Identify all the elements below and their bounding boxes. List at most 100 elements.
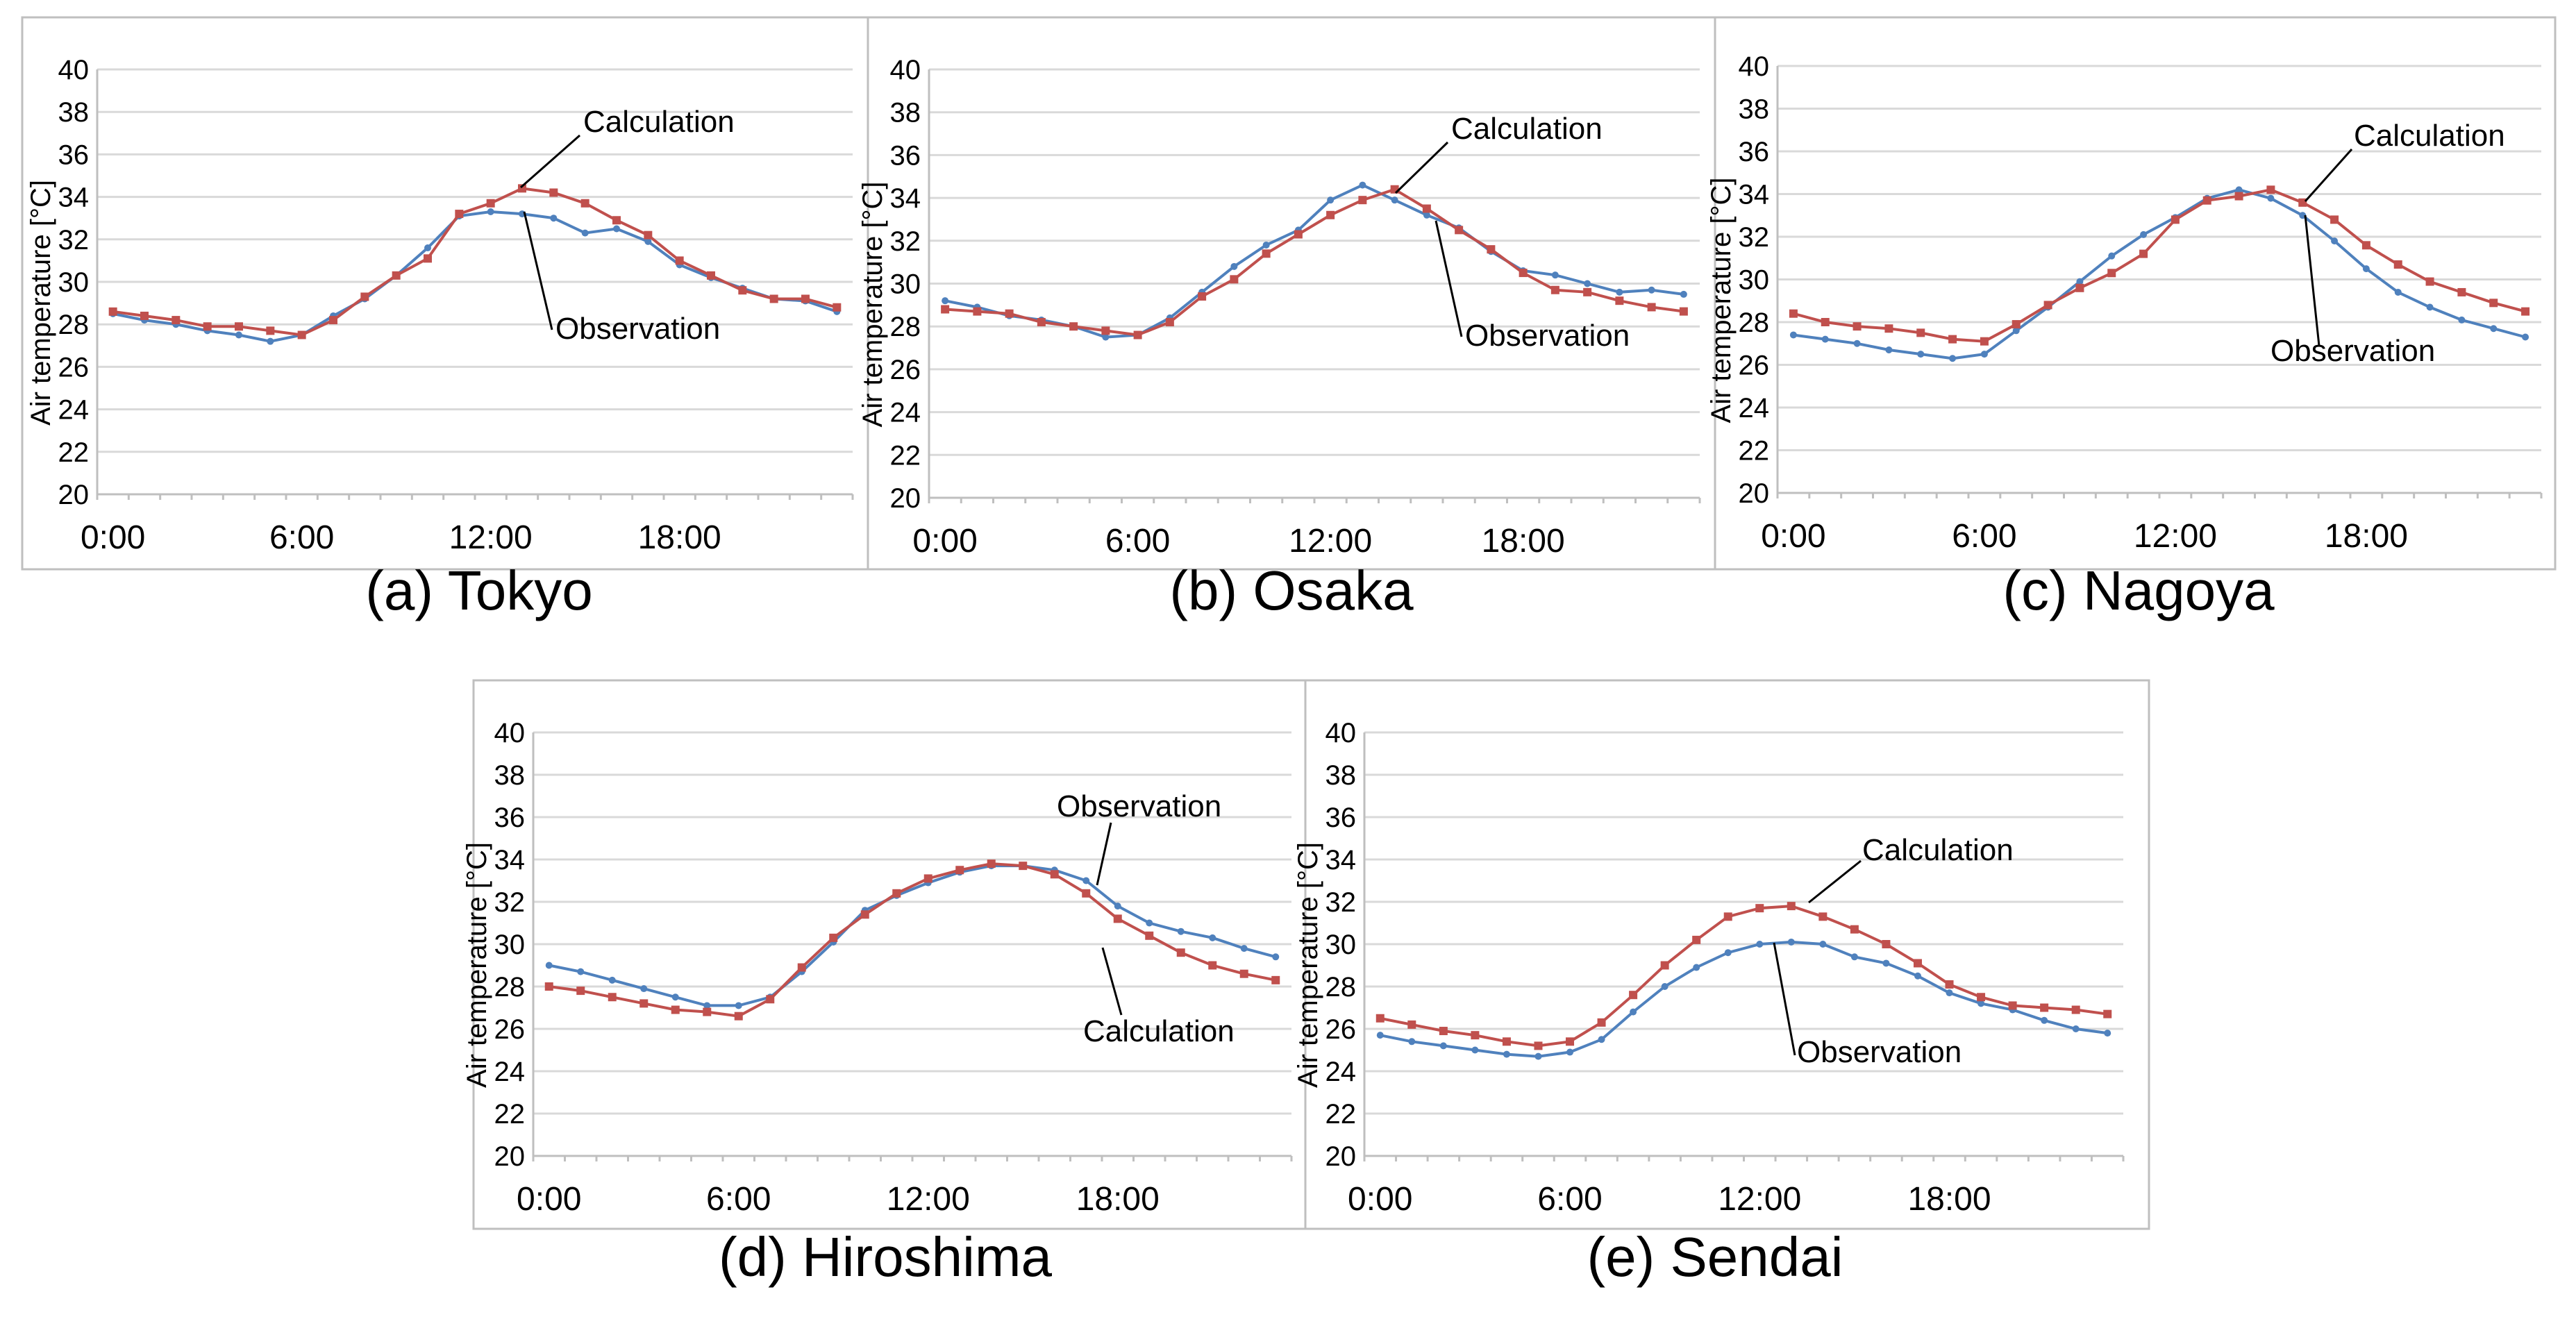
observation-point xyxy=(2012,327,2020,335)
calculation-point xyxy=(1850,925,1859,934)
calculation-point xyxy=(923,874,932,883)
observation-point xyxy=(1423,211,1430,219)
x-tick-label: 12:00 xyxy=(1289,523,1372,560)
y-tick-label: 26 xyxy=(1325,1014,1357,1045)
calculation-point xyxy=(892,889,901,898)
observation-point xyxy=(2426,303,2434,311)
y-tick-label: 38 xyxy=(1739,94,1770,125)
calculation-point xyxy=(455,210,464,219)
observation-point xyxy=(487,208,494,216)
calculation-point xyxy=(1005,309,1014,318)
x-tick-label: 6:00 xyxy=(1537,1181,1602,1218)
observation-point xyxy=(1680,290,1687,298)
observation-point xyxy=(1598,1036,1605,1043)
calculation-point xyxy=(987,859,996,868)
calculation-point xyxy=(1534,1041,1543,1050)
calculation-point xyxy=(1787,902,1796,911)
calculation-point xyxy=(1566,1037,1575,1046)
y-tick-label: 28 xyxy=(1739,308,1770,338)
y-tick-label: 24 xyxy=(1739,393,1770,423)
calculation-point xyxy=(1679,307,1688,316)
observation-point xyxy=(1551,271,1559,279)
calculation-point xyxy=(1487,245,1496,254)
calculation-point xyxy=(1239,969,1248,978)
chart-frame xyxy=(1714,16,2557,571)
y-tick-label: 30 xyxy=(58,267,90,298)
y-tick-label: 24 xyxy=(890,398,921,428)
observation-point xyxy=(2331,237,2339,245)
calculation-point xyxy=(2330,215,2339,224)
chart-panel-4: 20 22 24 26 28 30 32 34 36 38 40 0:00 6:00 12:00 18:00… xyxy=(462,679,1307,1288)
calculation-point xyxy=(797,963,806,972)
observation-point xyxy=(2362,265,2370,273)
observation-point xyxy=(2041,1016,2048,1024)
series-line-calculation xyxy=(944,187,1684,337)
observation-point xyxy=(2140,230,2148,238)
x-tick-label: 0:00 xyxy=(912,523,977,560)
observation-point xyxy=(1821,335,1829,343)
annotation-calculation: Calculation xyxy=(2354,119,2505,153)
y-tick-label: 32 xyxy=(1739,222,1770,253)
y-tick-label: 20 xyxy=(58,480,90,510)
series-line-calculation xyxy=(549,862,1276,1018)
x-tick-label: 6:00 xyxy=(269,519,334,556)
calculation-point xyxy=(955,866,964,875)
calculation-point xyxy=(1145,931,1154,940)
observation-point xyxy=(1240,945,1248,952)
calculation-point xyxy=(1422,204,1431,213)
x-tick-label: 18:00 xyxy=(638,519,721,556)
calculation-point xyxy=(2234,192,2243,201)
series-line-observation xyxy=(1380,940,2108,1058)
annotation-leader xyxy=(1435,220,1463,337)
y-tick-label: 26 xyxy=(890,355,921,385)
y-tick-label: 26 xyxy=(494,1014,526,1045)
observation-point xyxy=(1949,355,1957,362)
series-line-observation xyxy=(944,183,1684,339)
calculation-point xyxy=(580,199,589,208)
y-tick-label: 20 xyxy=(890,483,921,514)
calculation-point xyxy=(738,286,747,295)
annotation-observation: Observation xyxy=(1465,319,1630,353)
observation-point xyxy=(1819,941,1827,948)
calculation-point xyxy=(140,311,149,320)
observation-point xyxy=(1114,903,1121,910)
calculation-point xyxy=(2040,1003,2049,1012)
observation-point xyxy=(1102,333,1110,341)
panel-caption: (a) Tokyo xyxy=(365,560,593,621)
calculation-point xyxy=(2171,215,2180,224)
y-tick-label: 22 xyxy=(58,437,90,468)
calculation-point xyxy=(829,933,838,942)
x-tick-label: 12:00 xyxy=(2134,518,2217,555)
y-tick-label: 40 xyxy=(1739,51,1770,82)
calculation-point xyxy=(2266,185,2275,194)
observation-point xyxy=(2267,194,2275,202)
calculation-point xyxy=(2457,287,2466,296)
y-axis-title: Air temperature [°C] xyxy=(462,842,492,1088)
calculation-point xyxy=(769,294,778,303)
y-tick-label: 34 xyxy=(58,183,90,213)
x-tick-label: 18:00 xyxy=(1907,1181,1991,1218)
observation-point xyxy=(2522,333,2529,341)
y-tick-label: 24 xyxy=(1325,1057,1357,1087)
observation-point xyxy=(2104,1030,2111,1037)
panel-caption: (c) Nagoya xyxy=(2002,560,2275,621)
annotation-calculation: Calculation xyxy=(1083,1014,1235,1048)
calculation-point xyxy=(1294,230,1303,239)
observation-point xyxy=(613,225,620,233)
observation-point xyxy=(235,331,242,339)
calculation-point xyxy=(297,330,306,339)
calculation-point xyxy=(1069,322,1078,331)
observation-point xyxy=(1980,351,1988,358)
calculation-point xyxy=(1101,326,1110,335)
observation-point xyxy=(1914,972,1921,980)
y-tick-label: 34 xyxy=(890,183,921,214)
calculation-point xyxy=(1884,324,1893,333)
annotation-calculation: Calculation xyxy=(1451,112,1603,146)
annotation-leader xyxy=(2304,149,2353,202)
y-tick-label: 36 xyxy=(1325,803,1357,833)
annotation-observation: Observation xyxy=(1797,1035,1962,1069)
calculation-point xyxy=(707,271,715,280)
annotation-observation: Observation xyxy=(1057,789,1221,823)
x-tick-label: 18:00 xyxy=(1076,1181,1160,1218)
panel-caption: (d) Hiroshima xyxy=(719,1226,1053,1288)
